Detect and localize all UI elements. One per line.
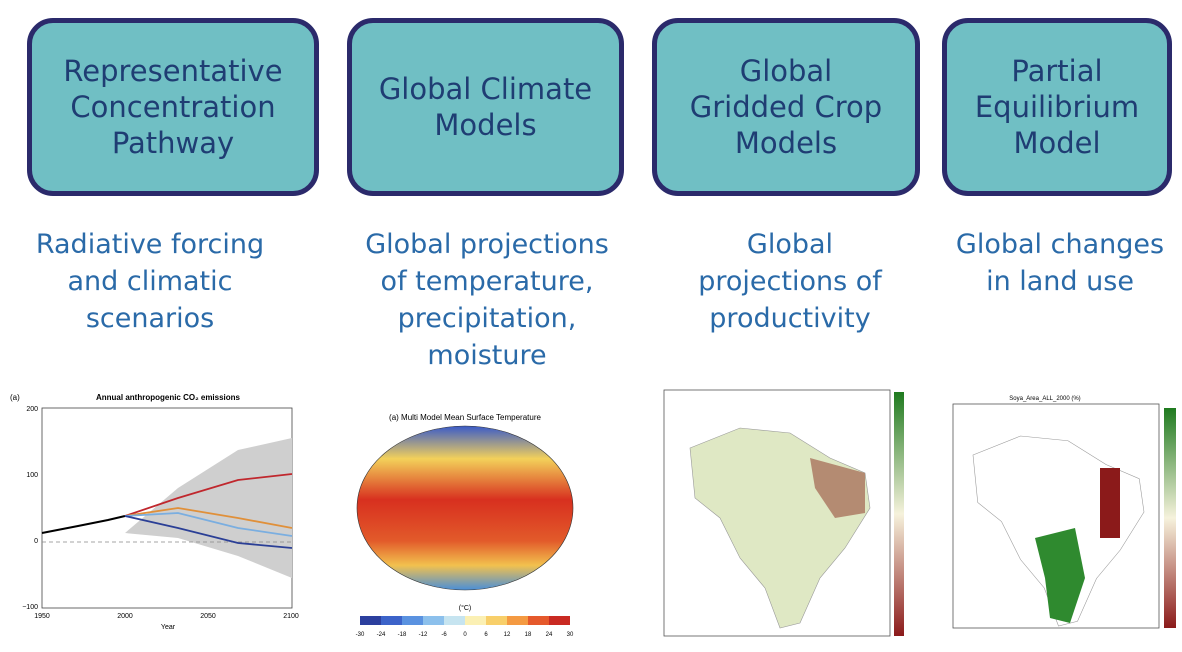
- colorbar-tick: -18: [398, 632, 407, 638]
- x-tick-label: 2000: [117, 613, 133, 620]
- box-label: Global Climate: [378, 72, 593, 106]
- description-line: precipitation,: [397, 303, 577, 334]
- stage-box: Representative Concentration Pathway: [27, 18, 319, 196]
- land-use-map: Soya_Area_ALL_2000 (%): [952, 396, 1176, 629]
- colorbar-cell: [549, 616, 570, 625]
- colorbar-cell: [528, 616, 549, 625]
- colorbar-tick: 18: [525, 632, 532, 638]
- colorbar-cell: [423, 616, 444, 625]
- colorbar-cell: [381, 616, 402, 625]
- temperature-map: (a) Multi Model Mean Surface Temperature…: [356, 413, 574, 638]
- box-label: Pathway: [111, 126, 235, 160]
- x-tick-label: 1950: [34, 613, 50, 620]
- colorbar: [1164, 408, 1176, 628]
- colorbar-unit: (°C): [459, 604, 472, 612]
- region-block: [1100, 468, 1120, 538]
- description-line: Global changes: [955, 229, 1165, 260]
- box-label: Partial: [1011, 54, 1103, 88]
- description-line: Radiative forcing: [35, 229, 265, 260]
- stage-description: Global changes in land use: [910, 226, 1182, 300]
- y-tick-label: 100: [26, 472, 38, 479]
- region-block: [1035, 528, 1085, 623]
- panel-label: (a): [10, 393, 20, 402]
- box-label: Concentration: [70, 90, 276, 124]
- box-label: Global: [739, 54, 833, 88]
- historic-line: [41, 515, 126, 534]
- y-tick-label: −100: [22, 604, 38, 611]
- description-line: moisture: [427, 340, 547, 371]
- box-label: Models: [434, 108, 537, 142]
- description-line: in land use: [986, 266, 1134, 297]
- stage-box: Global Gridded Crop Models: [652, 18, 920, 196]
- description-line: scenarios: [85, 303, 215, 334]
- region-shape: [810, 458, 865, 518]
- scenario-range: [125, 438, 292, 578]
- globe: [356, 425, 574, 591]
- box-label: Model: [1013, 126, 1101, 160]
- description-line: of temperature,: [380, 266, 594, 297]
- stage-box: Partial Equilibrium Model: [942, 18, 1172, 196]
- colorbar-tick: 24: [546, 632, 553, 638]
- colorbar-cell: [360, 616, 381, 625]
- colorbar-cell: [402, 616, 423, 625]
- description-line: Global: [746, 229, 834, 260]
- thumb-title: (a) Multi Model Mean Surface Temperature: [389, 413, 541, 422]
- stage-description: Global projections of productivity: [640, 226, 940, 337]
- colorbar-tick: -12: [419, 632, 428, 638]
- scenario-line: [124, 507, 293, 529]
- thumb-title: Soya_Area_ALL_2000 (%): [1009, 396, 1080, 402]
- colorbar: [894, 392, 904, 636]
- x-tick-label: 2050: [200, 613, 216, 620]
- colorbar-cell: [465, 616, 486, 625]
- description-line: projections of: [698, 266, 882, 297]
- description-line: productivity: [709, 303, 871, 334]
- colorbar-tick: 30: [567, 632, 574, 638]
- colorbar-tick: 12: [504, 632, 511, 638]
- scenario-line: [124, 515, 293, 549]
- description-line: Global projections: [365, 229, 609, 260]
- box-label: Models: [734, 126, 838, 160]
- box-label: Equilibrium: [974, 90, 1140, 124]
- thumb-title: Annual anthropogenic CO₂ emissions: [96, 393, 241, 402]
- y-tick-label: 200: [26, 406, 38, 413]
- box-label: Gridded Crop: [689, 90, 883, 124]
- stage-description: Global projections of temperature, precipi…: [337, 226, 637, 374]
- colorbar-tick: -6: [441, 632, 447, 638]
- colorbar-cell: [486, 616, 507, 625]
- productivity-map: [663, 389, 904, 637]
- x-tick-label: 2100: [283, 613, 299, 620]
- description-line: and climatic: [67, 266, 233, 297]
- y-tick-label: 0: [34, 538, 38, 545]
- colorbar-tick: -30: [356, 632, 365, 638]
- colorbar-cell: [507, 616, 528, 625]
- colorbar-tick: 6: [484, 632, 488, 638]
- box-label: Representative: [63, 54, 283, 88]
- scenario-line: [124, 473, 293, 517]
- colorbar-tick: 0: [463, 632, 467, 638]
- stage-description: Radiative forcing and climatic scenarios: [0, 226, 300, 337]
- stage-box: Global Climate Models: [347, 18, 624, 196]
- scenario-line: [124, 512, 293, 537]
- x-axis-label: Year: [161, 624, 176, 631]
- emissions-chart: (a) Annual anthropogenic CO₂ emissions 200…: [10, 393, 299, 631]
- colorbar-tick: -24: [377, 632, 386, 638]
- colorbar-cell: [444, 616, 465, 625]
